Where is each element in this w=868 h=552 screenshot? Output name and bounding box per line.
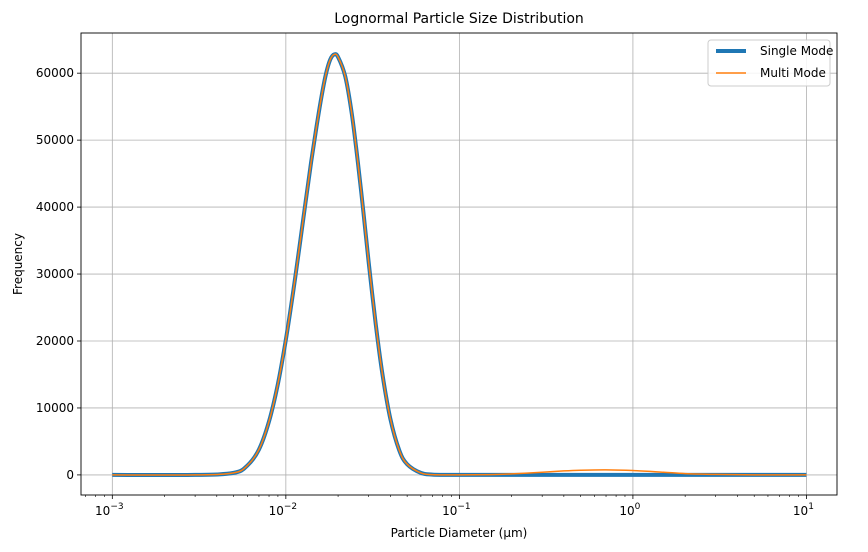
legend: Single Mode Multi Mode [707,39,833,87]
legend-label-single-mode: Single Mode [760,44,833,58]
series-group [112,52,807,478]
x-tick-exponent: −2 [284,502,297,512]
legend-label-multi-mode: Multi Mode [760,66,826,80]
y-tick-label: 40000 [36,200,74,214]
x-tick-exponent: 0 [635,502,641,512]
y-tick-label: 30000 [36,267,74,281]
x-axis-title: Particle Diameter (µm) [391,526,528,540]
y-tick-label: 60000 [36,66,74,80]
y-axis-title: Frequency [11,233,25,295]
x-tick-exponent: −3 [110,502,123,512]
grid-lines [81,33,837,495]
y-tick-label: 0 [66,468,74,482]
axis-ticks: 10−3 10−2 10−1 100 1010100002000030000400005… [36,66,814,518]
y-tick-label: 20000 [36,334,74,348]
x-tick-exponent: −1 [457,502,470,512]
series-line-multi-mode [112,53,807,476]
chart-title: Lognormal Particle Size Distribution [334,11,584,27]
x-tick-exponent: 1 [808,502,814,512]
y-tick-label: 10000 [36,401,74,415]
y-tick-label: 50000 [36,133,74,147]
